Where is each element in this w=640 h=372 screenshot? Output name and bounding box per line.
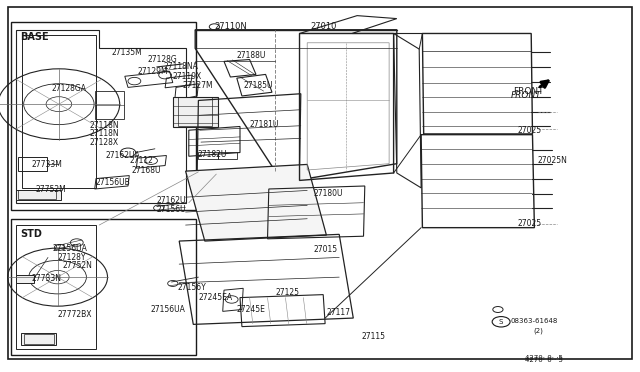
Text: 27733N: 27733N: [32, 274, 62, 283]
Text: 27129M: 27129M: [138, 67, 168, 76]
Text: 27156U: 27156U: [157, 205, 186, 214]
Text: 27025: 27025: [517, 126, 541, 135]
Text: 27115: 27115: [362, 332, 385, 341]
Text: 27118N: 27118N: [90, 121, 119, 130]
Text: 27025N: 27025N: [538, 156, 568, 165]
Text: 27180U: 27180U: [314, 189, 343, 198]
Bar: [178, 97, 212, 126]
Text: 27125: 27125: [275, 288, 300, 296]
Text: 27128G: 27128G: [147, 55, 177, 64]
Text: 27772BX: 27772BX: [58, 310, 92, 319]
Text: 27128X: 27128X: [90, 138, 119, 147]
Text: 27182U: 27182U: [197, 150, 227, 159]
Polygon shape: [186, 164, 326, 241]
Text: 27156Y: 27156Y: [178, 283, 207, 292]
Text: 27733M: 27733M: [32, 160, 63, 169]
Text: 27188U: 27188U: [237, 51, 266, 60]
Polygon shape: [173, 97, 218, 127]
Bar: [198, 152, 218, 159]
Text: 27015: 27015: [314, 245, 338, 254]
Text: 27752M: 27752M: [35, 185, 66, 194]
Text: 27245E: 27245E: [237, 305, 266, 314]
Text: 27752N: 27752N: [63, 262, 93, 270]
Text: 4270· 0· ·5: 4270· 0· ·5: [525, 355, 563, 361]
Text: 27156UA: 27156UA: [52, 244, 87, 253]
Text: 27118NA: 27118NA: [163, 62, 198, 71]
Bar: [18, 157, 47, 171]
Text: 27185U: 27185U: [243, 81, 273, 90]
Text: 27117: 27117: [326, 308, 351, 317]
Text: 4270· 0·· 5: 4270· 0·· 5: [525, 357, 563, 363]
Bar: [16, 275, 34, 283]
Text: FRONT: FRONT: [513, 87, 544, 96]
Bar: [95, 91, 124, 119]
Text: 27118N: 27118N: [90, 129, 119, 138]
Text: 27110N: 27110N: [214, 22, 247, 31]
Text: 08363-61648: 08363-61648: [511, 318, 558, 324]
Bar: [21, 333, 56, 345]
Text: FRONT: FRONT: [511, 92, 541, 100]
Polygon shape: [16, 190, 61, 200]
Text: 27168U: 27168U: [131, 166, 161, 175]
Text: 27156UA: 27156UA: [150, 305, 185, 314]
Bar: [18, 190, 56, 199]
Text: BASE: BASE: [20, 32, 49, 42]
Text: 27156UB: 27156UB: [96, 178, 131, 187]
Text: 27162UA: 27162UA: [106, 151, 140, 160]
Text: 27127M: 27127M: [182, 81, 213, 90]
Text: 27119X: 27119X: [173, 72, 202, 81]
Text: S: S: [499, 319, 503, 325]
Text: 27162U: 27162U: [157, 196, 186, 205]
Bar: [11, 22, 196, 210]
Text: 27010: 27010: [310, 22, 337, 31]
Text: 27025: 27025: [517, 219, 541, 228]
Text: 27128Y: 27128Y: [58, 253, 86, 262]
Bar: [11, 219, 196, 355]
Text: 27112: 27112: [129, 156, 153, 165]
Text: 27135M: 27135M: [112, 48, 143, 57]
Text: 27245EA: 27245EA: [198, 293, 232, 302]
Bar: [24, 334, 54, 344]
Bar: [218, 152, 237, 159]
Text: (2): (2): [533, 327, 543, 334]
Text: 27128GA: 27128GA: [51, 84, 86, 93]
Text: STD: STD: [20, 229, 42, 239]
Text: 27181U: 27181U: [250, 120, 279, 129]
